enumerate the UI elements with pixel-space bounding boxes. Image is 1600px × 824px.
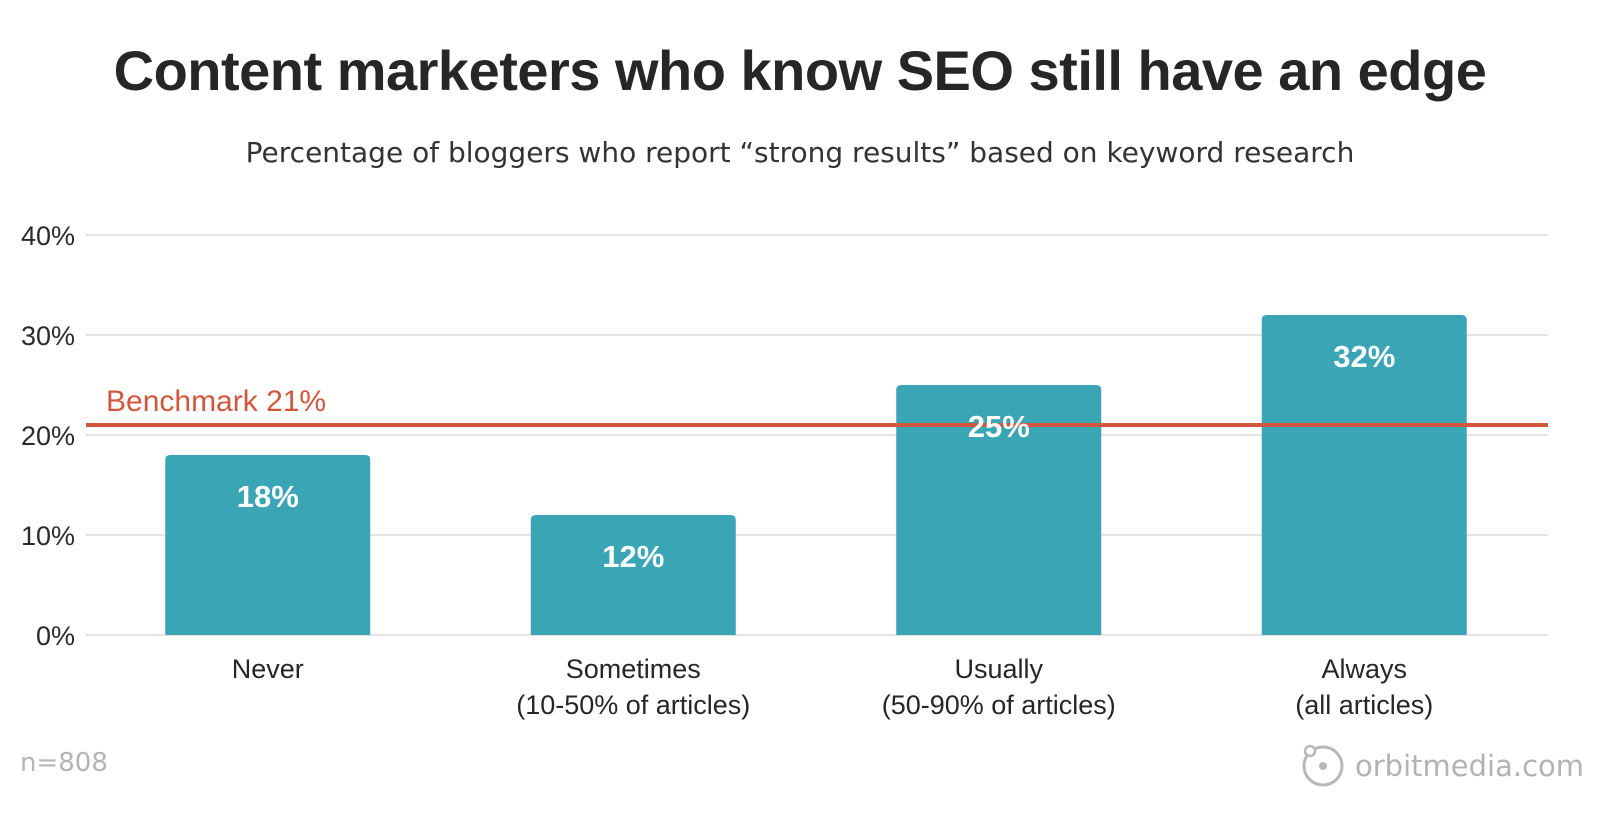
bars [165,315,1467,635]
bar [1261,315,1467,635]
bar [530,515,736,635]
category-label: Always [1321,654,1407,684]
category-label: (10-50% of articles) [516,690,750,720]
chart-subtitle: Percentage of bloggers who report “stron… [245,136,1355,169]
source-logo: orbitmedia.com [1301,742,1584,790]
y-tick-label: 40% [21,221,75,251]
benchmark: Benchmark 21% [86,385,1548,427]
category-label: Usually [954,654,1043,684]
category-label: (all articles) [1295,690,1433,720]
bar [165,455,371,635]
y-tick-label: 20% [21,421,75,451]
benchmark-label: Benchmark 21% [106,385,326,418]
bar [896,385,1102,635]
orbit-logo-icon [1302,744,1344,787]
y-tick-label: 10% [21,521,75,551]
category-label: Sometimes [566,654,701,684]
bar-value-label: 18% [237,479,299,514]
category-labels: Never Sometimes (10-50% of articles) Usuall… [232,654,1434,720]
y-tick-label: 30% [21,321,75,351]
category-label: (50-90% of articles) [882,690,1116,720]
bar-value-label: 32% [1333,339,1395,374]
sample-size-note: n=808 [20,748,108,778]
y-tick-label: 0% [36,621,75,651]
value-labels: 18% 12% 25% 32% [237,339,1396,574]
category-label: Never [232,654,304,684]
bar-value-label: 12% [602,539,664,574]
chart-title: Content marketers who know SEO still hav… [113,39,1487,102]
y-axis-ticks: 0% 10% 20% 30% 40% [21,221,75,651]
source-text: orbitmedia.com [1355,749,1584,783]
bar-value-label: 25% [968,409,1030,444]
